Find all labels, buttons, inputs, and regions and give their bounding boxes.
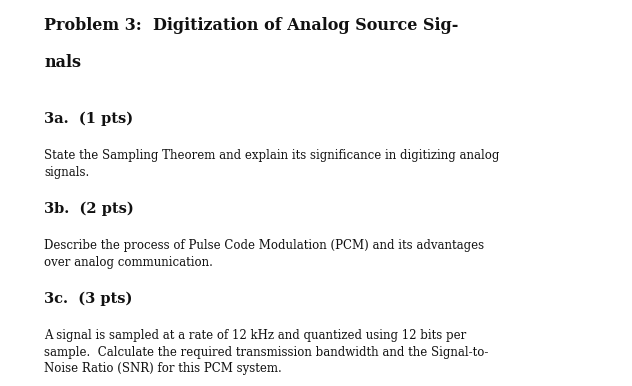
Text: signals.: signals. bbox=[44, 166, 90, 179]
Text: Noise Ratio (SNR) for this PCM system.: Noise Ratio (SNR) for this PCM system. bbox=[44, 362, 282, 376]
Text: nals: nals bbox=[44, 54, 82, 71]
Text: 3a.  (1 pts): 3a. (1 pts) bbox=[44, 112, 133, 126]
Text: over analog communication.: over analog communication. bbox=[44, 256, 213, 269]
Text: sample.  Calculate the required transmission bandwidth and the Signal-to-: sample. Calculate the required transmiss… bbox=[44, 346, 489, 359]
Text: A signal is sampled at a rate of 12 kHz and quantized using 12 bits per: A signal is sampled at a rate of 12 kHz … bbox=[44, 329, 466, 342]
Text: State the Sampling Theorem and explain its significance in digitizing analog: State the Sampling Theorem and explain i… bbox=[44, 149, 500, 163]
Text: Problem 3:  Digitization of Analog Source Sig-: Problem 3: Digitization of Analog Source… bbox=[44, 17, 459, 34]
Text: 3b.  (2 pts): 3b. (2 pts) bbox=[44, 202, 134, 216]
Text: 3c.  (3 pts): 3c. (3 pts) bbox=[44, 292, 133, 306]
Text: Describe the process of Pulse Code Modulation (PCM) and its advantages: Describe the process of Pulse Code Modul… bbox=[44, 239, 484, 252]
